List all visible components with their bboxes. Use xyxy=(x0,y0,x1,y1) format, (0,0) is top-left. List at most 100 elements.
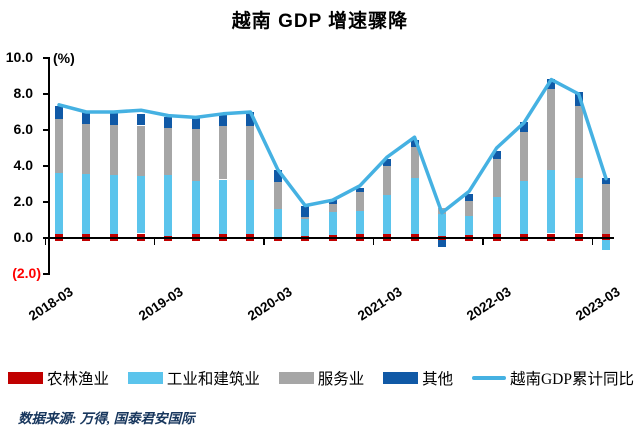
bar-segment-services xyxy=(109,124,118,175)
bar-segment-other xyxy=(273,169,282,183)
bar-segment-industry-construction xyxy=(301,219,310,237)
bar-segment-other xyxy=(328,200,337,204)
bar-segment-industry-construction xyxy=(602,240,610,250)
legend-label-gdp-line: 越南GDP累计同比 xyxy=(509,371,634,388)
bar-segment-services xyxy=(191,129,200,182)
y-axis-unit-label: (%) xyxy=(53,50,75,66)
legend: 农林渔业 工业和建筑业 服务业 其他 越南GDP累计同比 xyxy=(8,367,634,389)
bar-segment-other xyxy=(383,158,392,166)
legend-item-gdp-line: 越南GDP累计同比 xyxy=(471,367,634,389)
y-axis-tick xyxy=(43,129,49,131)
bar-segment-services xyxy=(328,203,337,212)
legend-swatch-industry-construction xyxy=(127,372,163,384)
bar-segment-other xyxy=(301,205,310,218)
bar-segment-other xyxy=(437,240,446,248)
bar-segment-services xyxy=(602,184,610,234)
bar-segment-services xyxy=(219,126,228,180)
bar-segment-services xyxy=(547,88,556,170)
bar-segment-industry-construction xyxy=(191,181,200,235)
legend-label-industry-construction: 工业和建筑业 xyxy=(166,371,260,388)
bar-segment-other xyxy=(109,112,118,125)
bar-segment-other xyxy=(191,117,200,130)
bar-segment-industry-construction xyxy=(410,177,419,235)
bar-segment-other xyxy=(574,92,583,106)
x-axis-label: 2023-03 xyxy=(573,284,624,324)
bar-segment-industry-construction xyxy=(547,169,556,234)
bar-segment-industry-construction xyxy=(383,194,392,235)
x-axis-tick xyxy=(372,239,375,245)
legend-item-services: 服务业 xyxy=(278,367,365,389)
bar-segment-other xyxy=(547,78,556,89)
chart-title: 越南 GDP 增速骤降 xyxy=(231,11,409,32)
bar-segment-industry-construction xyxy=(465,216,474,236)
y-axis-label: 0.0 xyxy=(13,229,33,245)
data-source-note: 数据来源: 万得, 国泰君安国际 xyxy=(18,411,195,426)
legend-item-agriculture: 农林渔业 xyxy=(8,367,109,389)
bar-segment-industry-construction xyxy=(574,177,583,234)
legend-item-industry-construction: 工业和建筑业 xyxy=(127,367,260,389)
bar-segment-industry-construction xyxy=(437,213,446,237)
y-axis-label: (2.0) xyxy=(12,265,41,281)
bar-segment-other xyxy=(465,193,474,202)
bar-segment-industry-construction xyxy=(328,211,337,236)
bar-segment-other xyxy=(164,116,173,129)
y-axis-tick xyxy=(43,237,49,239)
bar-segment-other xyxy=(519,121,528,132)
y-axis-tick xyxy=(43,165,49,167)
x-axis-tick xyxy=(482,239,484,245)
bar-segment-services xyxy=(355,192,364,211)
bar-segment-services xyxy=(137,125,146,176)
legend-swatch-services xyxy=(278,372,314,384)
bar-segment-industry-construction xyxy=(164,175,173,237)
bar-segment-industry-construction xyxy=(355,211,364,234)
bar-segment-other xyxy=(410,139,419,148)
y-axis-tick xyxy=(43,273,49,275)
legend-swatch-agriculture xyxy=(8,372,43,384)
bar-segment-services xyxy=(437,208,446,214)
bar-segment-services xyxy=(465,201,474,217)
bar-segment-other xyxy=(492,150,501,159)
bar-segment-services xyxy=(55,119,63,174)
bar-segment-services xyxy=(383,166,392,195)
bar-segment-industry-construction xyxy=(246,180,255,235)
y-axis-label: 10.0 xyxy=(5,49,33,65)
bar-segment-other xyxy=(137,113,146,126)
x-axis-label: 2021-03 xyxy=(354,284,405,324)
bar-segment-industry-construction xyxy=(109,175,118,235)
bar-segment-services xyxy=(492,158,501,197)
bar-segment-services xyxy=(82,123,91,175)
y-axis-label: 8.0 xyxy=(13,85,33,101)
y-axis-tick xyxy=(43,57,49,59)
bar-segment-services xyxy=(519,131,528,182)
legend-label-agriculture: 农林渔业 xyxy=(47,371,110,388)
bar-segment-services xyxy=(246,125,255,181)
bar-segment-industry-construction xyxy=(273,209,282,238)
bar-segment-industry-construction xyxy=(519,181,528,235)
bar-segment-other xyxy=(355,187,364,193)
x-axis-label: 2019-03 xyxy=(135,284,186,324)
y-axis-line xyxy=(48,57,50,275)
x-axis-label: 2020-03 xyxy=(245,284,295,324)
y-axis-label: 6.0 xyxy=(13,121,33,137)
x-axis-tick xyxy=(44,239,47,245)
legend-label-other: 其他 xyxy=(422,371,454,388)
bar-segment-industry-construction xyxy=(82,174,91,235)
bar-segment-services xyxy=(301,217,310,220)
bar-segment-services xyxy=(273,182,282,210)
x-axis-label: 2018-03 xyxy=(26,284,77,324)
y-axis-label: 4.0 xyxy=(13,157,33,173)
bar-segment-industry-construction xyxy=(219,179,228,235)
bar-segment-services xyxy=(410,147,419,178)
legend-label-services: 服务业 xyxy=(317,371,365,388)
bar-segment-other xyxy=(602,177,610,184)
bar-segment-industry-construction xyxy=(55,173,63,235)
y-axis-tick xyxy=(43,201,49,203)
legend-swatch-other xyxy=(383,372,419,384)
legend-item-other: 其他 xyxy=(383,367,453,389)
bar-segment-industry-construction xyxy=(492,196,501,235)
bar-segment-industry-construction xyxy=(137,175,146,234)
bar-segment-agriculture xyxy=(273,237,282,241)
